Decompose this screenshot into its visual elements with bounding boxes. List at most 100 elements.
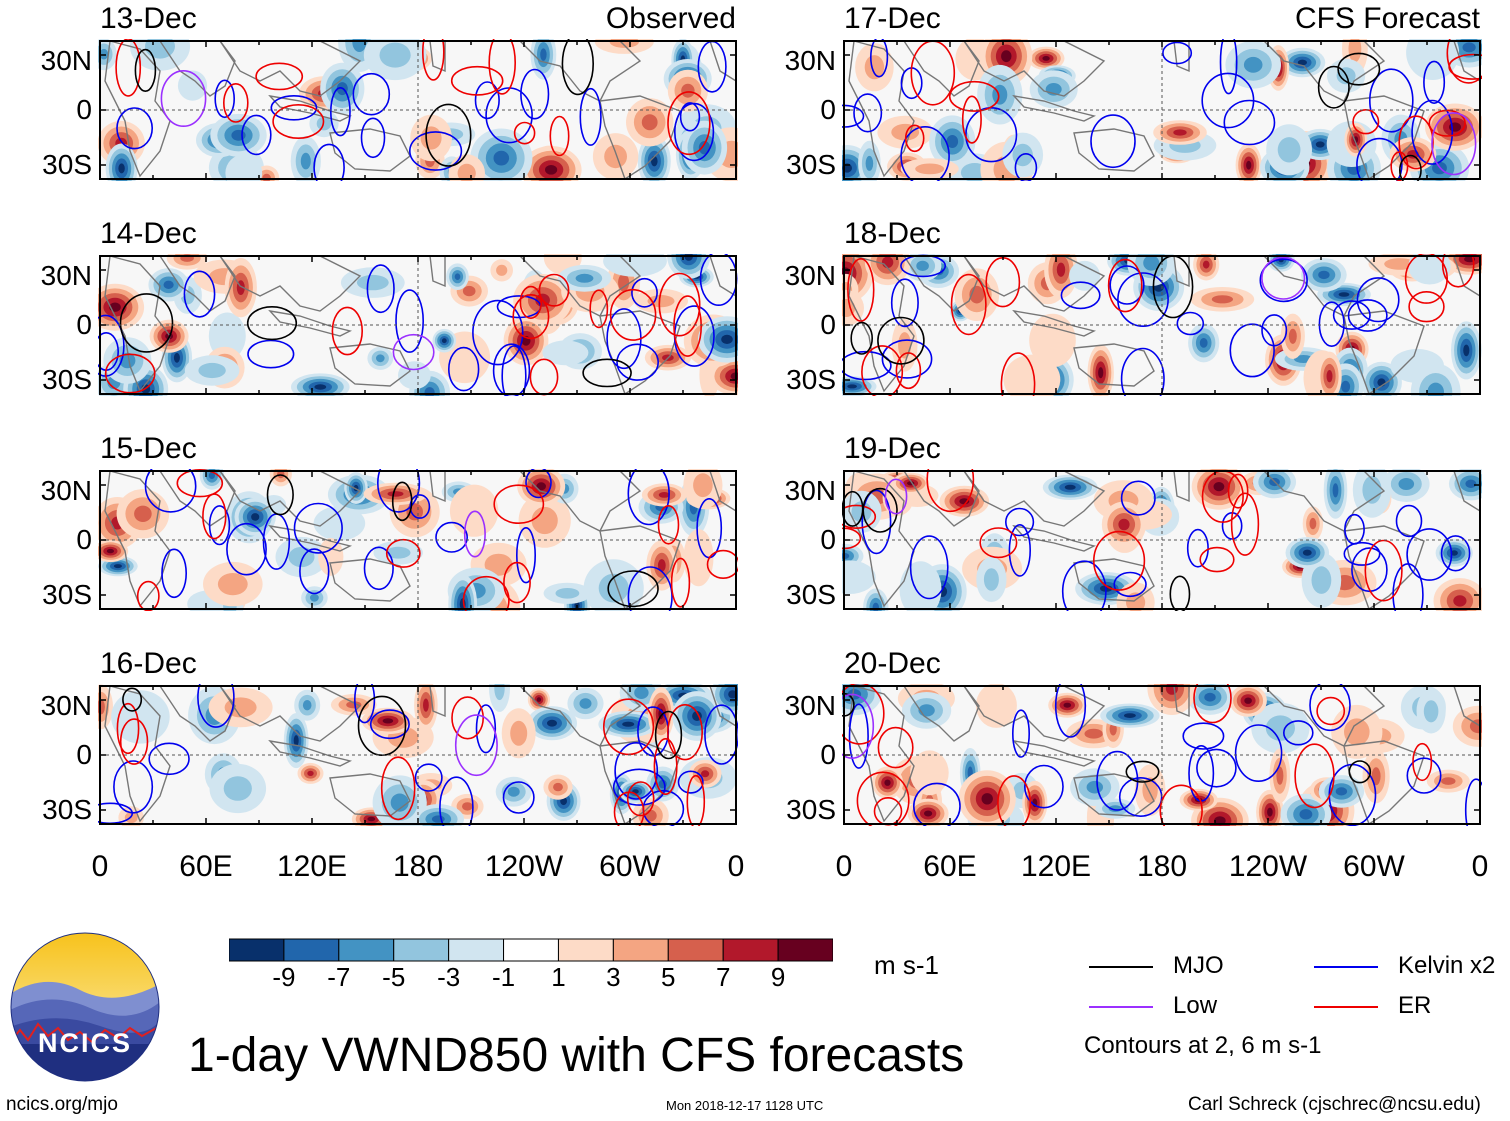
anomaly-blob xyxy=(1142,777,1158,803)
colorbar-swatch xyxy=(503,938,559,962)
anomaly-blob xyxy=(423,698,429,712)
anomaly-blob xyxy=(1276,766,1284,785)
contour-line xyxy=(613,791,645,826)
colorbar-level-label: -1 xyxy=(491,962,516,992)
anomaly-blob xyxy=(698,141,711,155)
contour-line xyxy=(293,502,343,554)
anomaly-blob xyxy=(579,698,592,709)
anomaly-blob xyxy=(494,684,505,701)
ncics-logo-mark xyxy=(10,932,160,1082)
contour-line xyxy=(1343,541,1381,566)
anomaly-blob xyxy=(223,776,252,801)
coastline xyxy=(1073,773,1155,817)
anomaly-blob xyxy=(1199,338,1208,348)
anomaly-blob xyxy=(641,114,658,131)
lon-tick-label: 120E xyxy=(1020,850,1092,883)
legend-label: Kelvin x2 xyxy=(1398,952,1496,979)
anomaly-blob xyxy=(1064,484,1076,490)
contour-line xyxy=(1404,254,1448,304)
lat-tick-label: 0 xyxy=(820,739,836,770)
contour-line xyxy=(266,474,294,516)
contour-line xyxy=(1356,277,1400,323)
contour-line xyxy=(1261,256,1306,300)
contour-line xyxy=(115,39,142,97)
lon-tick-label: 60W xyxy=(599,850,661,883)
colorbar-level-label: 7 xyxy=(715,962,731,992)
anomaly-blob xyxy=(1406,39,1460,80)
coastline xyxy=(329,128,411,172)
contour-line xyxy=(435,521,469,553)
coastline xyxy=(848,685,915,823)
contour-line xyxy=(1219,39,1238,95)
contour-line xyxy=(1332,300,1371,330)
anomaly-blob xyxy=(1344,718,1370,746)
contour-line xyxy=(847,258,875,322)
anomaly-blob xyxy=(657,559,666,572)
colorbar-level-label: -7 xyxy=(327,962,351,992)
anomaly-blob xyxy=(113,564,122,569)
lon-tick-label: 120E xyxy=(276,850,348,883)
contour-line xyxy=(513,121,536,145)
anomaly-blob xyxy=(1042,56,1050,61)
contour-line xyxy=(448,346,480,392)
anomaly-blob xyxy=(1069,260,1101,291)
contour-line xyxy=(475,704,497,754)
contour-note: Contours at 2, 6 m s-1 xyxy=(1084,1032,1322,1059)
lon-tick-label: 180 xyxy=(1136,850,1188,883)
anomaly-blob xyxy=(898,332,912,359)
panel-date: 20-Dec xyxy=(844,647,941,680)
panel-date: 19-Dec xyxy=(844,432,941,465)
contour-line xyxy=(425,103,472,167)
contour-line xyxy=(493,484,545,525)
contour-line xyxy=(627,566,673,611)
contour-line xyxy=(1014,153,1038,181)
anomaly-blob xyxy=(208,472,215,479)
observed-label: Observed xyxy=(605,2,736,35)
contour-line xyxy=(1012,709,1031,758)
anomaly-blob xyxy=(693,473,713,498)
contour-line xyxy=(1317,65,1350,109)
coastline xyxy=(268,524,353,552)
anomaly-blob xyxy=(441,338,447,344)
colorbar xyxy=(228,938,834,962)
anomaly-blob xyxy=(1335,787,1348,796)
anomaly-blob xyxy=(531,506,558,535)
contour-line xyxy=(116,107,153,150)
contour-line xyxy=(538,273,570,307)
colorbar-swatch xyxy=(228,938,285,962)
contour-line xyxy=(148,742,190,776)
contour-line xyxy=(1398,115,1434,170)
contour-line xyxy=(627,469,670,526)
map-panel-13-Dec xyxy=(98,39,738,181)
anomaly-blob xyxy=(1423,700,1439,723)
coastline xyxy=(104,685,171,823)
anomaly-blob xyxy=(542,340,589,366)
contour-line xyxy=(246,305,298,341)
anomaly-blob xyxy=(313,506,366,541)
anomaly-blob xyxy=(1084,728,1103,739)
panel-date: 15-Dec xyxy=(100,432,197,465)
anomaly-blob xyxy=(173,352,180,363)
lat-tick-label: 0 xyxy=(76,524,92,555)
lat-tick-label: 30N xyxy=(40,260,92,291)
forecast-label: CFS Forecast xyxy=(1294,2,1480,35)
anomaly-blob xyxy=(307,770,314,776)
anomaly-blob xyxy=(701,770,710,778)
anomaly-blob xyxy=(1408,254,1451,285)
contour-line xyxy=(183,270,216,318)
anomaly-blob xyxy=(302,700,312,711)
contour-line xyxy=(104,353,156,394)
anomaly-blob xyxy=(208,312,246,360)
contour-line xyxy=(488,39,516,95)
anomaly-blob xyxy=(545,165,558,175)
contour-line xyxy=(1428,109,1466,137)
contour-line xyxy=(463,510,486,558)
contour-line xyxy=(1229,323,1275,378)
contour-line xyxy=(1368,68,1414,133)
map-panel-14-Dec xyxy=(98,254,738,396)
contour-line xyxy=(161,548,188,599)
contour-line xyxy=(1125,760,1160,783)
anomaly-blob xyxy=(496,264,508,276)
anomaly-blob xyxy=(462,285,476,297)
contour-line xyxy=(272,103,325,140)
